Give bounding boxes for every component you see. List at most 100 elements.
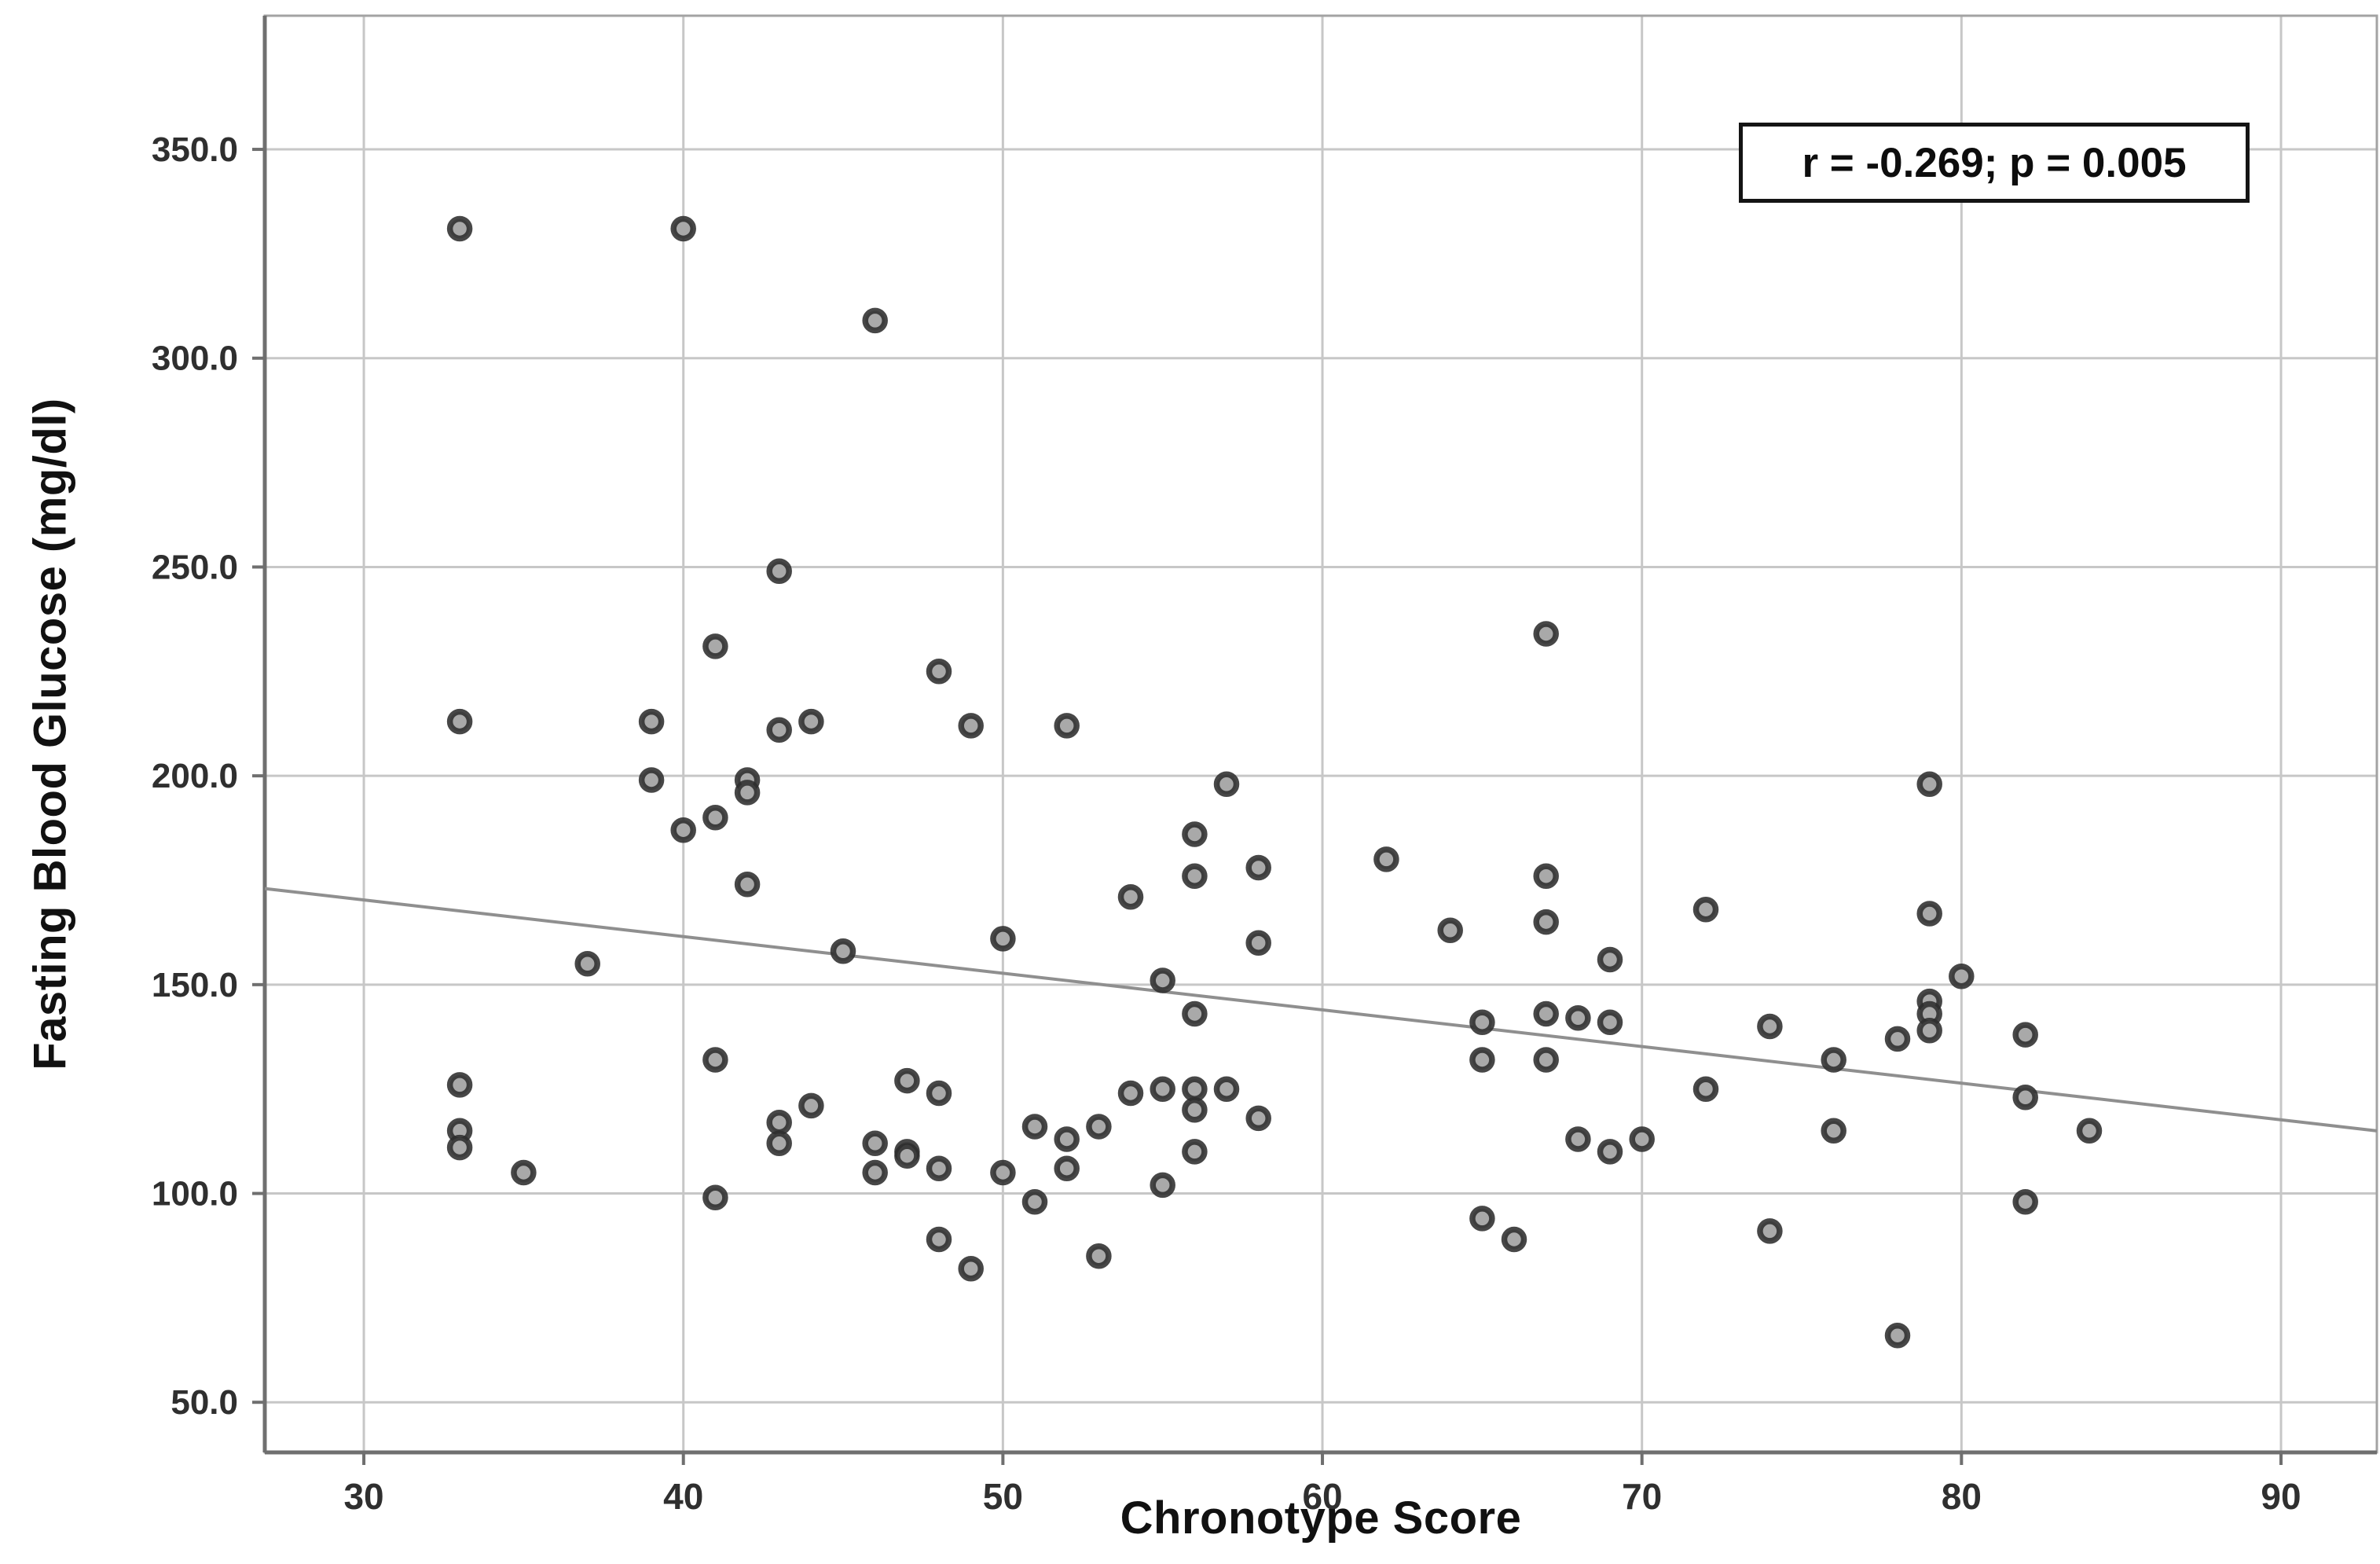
data-point — [2012, 1085, 2038, 1111]
data-point — [1597, 1009, 1623, 1035]
x-tick-label: 30 — [343, 1476, 383, 1517]
data-point — [1182, 821, 1208, 847]
plot-frame — [262, 14, 2378, 1455]
data-point — [638, 708, 665, 735]
data-point — [1373, 846, 1399, 872]
data-point — [1533, 863, 1559, 889]
data-point — [1054, 1155, 1080, 1181]
data-point — [990, 1159, 1016, 1186]
x-tick-label: 80 — [1942, 1476, 1982, 1517]
data-point — [1021, 1114, 1048, 1140]
data-point — [1821, 1118, 1846, 1144]
data-point — [702, 1047, 728, 1073]
data-point — [734, 872, 761, 898]
data-point — [1469, 1047, 1495, 1073]
data-point — [766, 1109, 792, 1136]
y-tick-label: 350.0 — [152, 130, 238, 169]
data-point — [1533, 1000, 1559, 1027]
data-point — [446, 215, 473, 242]
x-tick-label: 60 — [1302, 1476, 1342, 1517]
data-point — [926, 1080, 952, 1107]
data-point — [862, 307, 888, 334]
data-point — [1182, 1139, 1208, 1165]
trend-line — [264, 887, 2378, 1133]
data-point — [1182, 1076, 1208, 1102]
data-point — [638, 767, 665, 793]
data-point — [958, 1255, 984, 1282]
data-point — [702, 805, 728, 831]
data-point — [1692, 1076, 1719, 1102]
data-point — [1182, 1097, 1208, 1123]
data-point — [1757, 1218, 1783, 1244]
data-point — [1086, 1114, 1112, 1140]
data-point — [1150, 1172, 1175, 1199]
data-point — [2076, 1118, 2103, 1144]
y-tick-label: 150.0 — [152, 966, 238, 1004]
data-point — [1533, 909, 1559, 935]
data-point — [1150, 967, 1175, 993]
data-point — [766, 1130, 792, 1157]
x-tick-label: 70 — [1622, 1476, 1662, 1517]
data-point — [1117, 883, 1144, 910]
data-point — [511, 1159, 537, 1186]
data-point — [1949, 963, 1975, 989]
data-points — [446, 215, 2103, 1349]
data-point — [926, 1226, 952, 1253]
x-tick-label: 50 — [983, 1476, 1023, 1517]
data-point — [862, 1130, 888, 1157]
data-point — [1884, 1322, 1911, 1349]
data-point — [1086, 1243, 1112, 1269]
data-point — [1213, 771, 1240, 798]
data-point — [1245, 854, 1271, 881]
data-point — [798, 1092, 824, 1119]
data-point — [958, 713, 984, 739]
data-point — [1629, 1126, 1655, 1152]
data-point — [766, 558, 792, 585]
x-axis-title: Chronotype Score — [1120, 1492, 1522, 1544]
y-tick-label: 200.0 — [152, 757, 238, 795]
x-tick-label: 90 — [2261, 1476, 2301, 1517]
data-point — [574, 951, 600, 977]
data-point — [1916, 771, 1942, 798]
data-point — [1565, 1126, 1591, 1152]
data-point — [702, 633, 728, 659]
data-point — [1245, 1105, 1271, 1132]
data-point — [1501, 1226, 1527, 1253]
data-point — [1692, 896, 1719, 923]
data-point — [670, 817, 696, 843]
data-point — [894, 1143, 920, 1169]
data-point — [1916, 1018, 1942, 1044]
data-point — [798, 708, 824, 735]
data-point — [702, 1184, 728, 1211]
y-tick-label: 100.0 — [152, 1175, 238, 1213]
data-point — [446, 1134, 473, 1161]
data-point — [734, 780, 761, 806]
data-point — [1916, 901, 1942, 927]
correlation-annotation: r = -0.269; p = 0.005 — [1739, 123, 2250, 203]
x-axis-ticks: 30 40 50 60 70 80 90 — [343, 1452, 2301, 1517]
data-point — [926, 1155, 952, 1181]
data-point — [766, 717, 792, 743]
data-point — [670, 215, 696, 242]
data-point — [1597, 1139, 1623, 1165]
data-point — [1597, 946, 1623, 973]
data-point — [1821, 1047, 1846, 1073]
data-point — [1150, 1076, 1175, 1102]
data-point — [894, 1067, 920, 1094]
data-point — [1182, 1000, 1208, 1027]
y-tick-label: 250.0 — [152, 548, 238, 586]
data-point — [1117, 1080, 1144, 1107]
gridlines — [265, 16, 2377, 1452]
y-axis-ticks: 350.0 300.0 250.0 200.0 150.0 100.0 50.0 — [152, 130, 265, 1422]
data-point — [1245, 930, 1271, 956]
data-point — [1533, 621, 1559, 647]
data-point — [2012, 1022, 2038, 1048]
data-point — [1213, 1076, 1240, 1102]
data-point — [1021, 1188, 1048, 1215]
data-point — [926, 659, 952, 685]
data-point — [1182, 863, 1208, 889]
data-point — [1565, 1005, 1591, 1031]
y-axis-title: Fasting Blood Glucose (mg/dl) — [24, 398, 76, 1070]
data-point — [1469, 1206, 1495, 1232]
